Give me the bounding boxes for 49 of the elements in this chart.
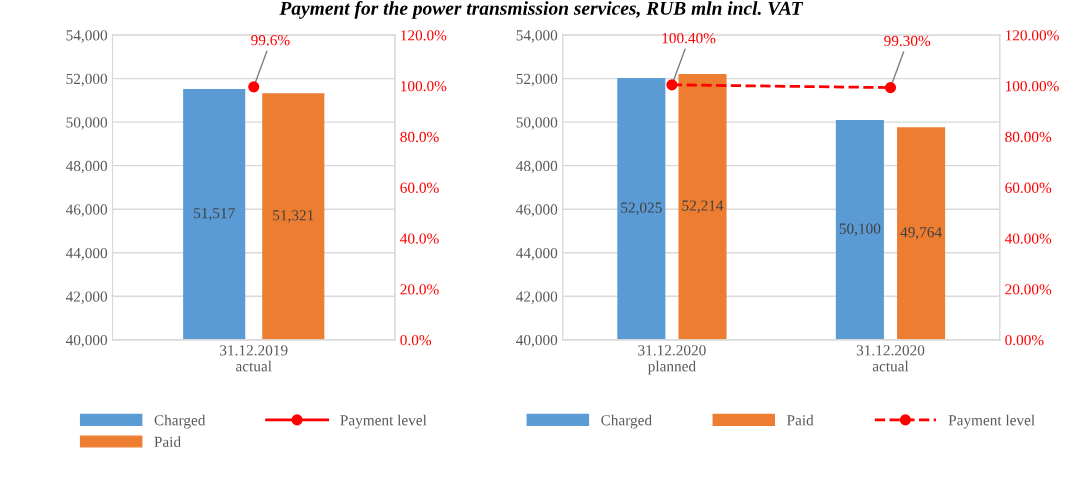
y-tick-label: 42,000 xyxy=(65,291,108,304)
y2-tick-label: 20.00% xyxy=(1005,284,1052,295)
data-label: 50,100 xyxy=(839,223,881,236)
legend-label: Charged xyxy=(601,414,652,429)
y-tick-label: 40,000 xyxy=(65,334,108,348)
y2-tick-label: 100.00% xyxy=(1005,80,1059,92)
legend-label: Payment level xyxy=(948,414,1035,429)
y-tick-label: 52,000 xyxy=(516,73,558,87)
legend-label: Paid xyxy=(154,436,181,448)
y-tick-label: 44,000 xyxy=(516,247,558,261)
y2-tick-label: 120.00% xyxy=(1005,30,1059,41)
y-tick-label: 46,000 xyxy=(65,204,108,217)
x-tick-label: 31.12.2020 actual xyxy=(856,345,925,372)
y2-tick-label: 20.0% xyxy=(400,284,439,295)
data-label: 51,517 xyxy=(194,208,235,221)
y2-tick-label: 40.00% xyxy=(1004,233,1052,244)
legend-label: Paid xyxy=(786,414,814,426)
y2-tick-label: 60.00% xyxy=(1005,182,1052,193)
y2-tick-label: 0.0% xyxy=(400,334,432,346)
y2-tick-label: 100.0% xyxy=(401,80,447,92)
y-tick-label: 54,000 xyxy=(66,30,108,43)
y-tick-label: 50,000 xyxy=(516,117,558,130)
data-label: 100.40% xyxy=(662,33,716,44)
x-tick-label: 31.12.2020 planned xyxy=(638,345,706,375)
text: Payment for the power transmission services, RUB mln incl. VAT xyxy=(279,0,804,19)
data-label: 52,025 xyxy=(621,202,662,215)
y-tick-label: 48,000 xyxy=(516,160,558,174)
y-tick-label: 44,000 xyxy=(65,247,108,261)
y2-tick-label: 80.00% xyxy=(1005,131,1052,143)
data-label: 99.30% xyxy=(884,35,931,47)
y2-tick-label: 120.0% xyxy=(401,30,447,41)
y-tick-label: 46,000 xyxy=(516,204,558,217)
y2-tick-label: 0.00% xyxy=(1005,334,1044,346)
y-tick-label: 50,000 xyxy=(66,117,108,130)
data-label: 52,214 xyxy=(682,200,724,213)
legend-label: Payment level xyxy=(340,414,427,429)
x-tick-label: 31.12.2019 actual xyxy=(220,345,288,372)
y2-tick-label: 80.0% xyxy=(400,131,439,143)
data-label: 51,321 xyxy=(273,210,314,223)
y-tick-label: 42,000 xyxy=(516,291,558,304)
y-tick-label: 40,000 xyxy=(516,334,558,348)
data-label: 49,764 xyxy=(900,227,942,240)
y2-tick-label: 40.0% xyxy=(400,233,439,244)
y2-tick-label: 60.0% xyxy=(400,182,439,193)
legend-label: Charged xyxy=(154,414,206,429)
y-tick-label: 52,000 xyxy=(66,73,108,87)
data-label: 99.6% xyxy=(251,35,290,46)
y-tick-label: 48,000 xyxy=(65,160,108,174)
y-tick-label: 54,000 xyxy=(516,30,558,43)
